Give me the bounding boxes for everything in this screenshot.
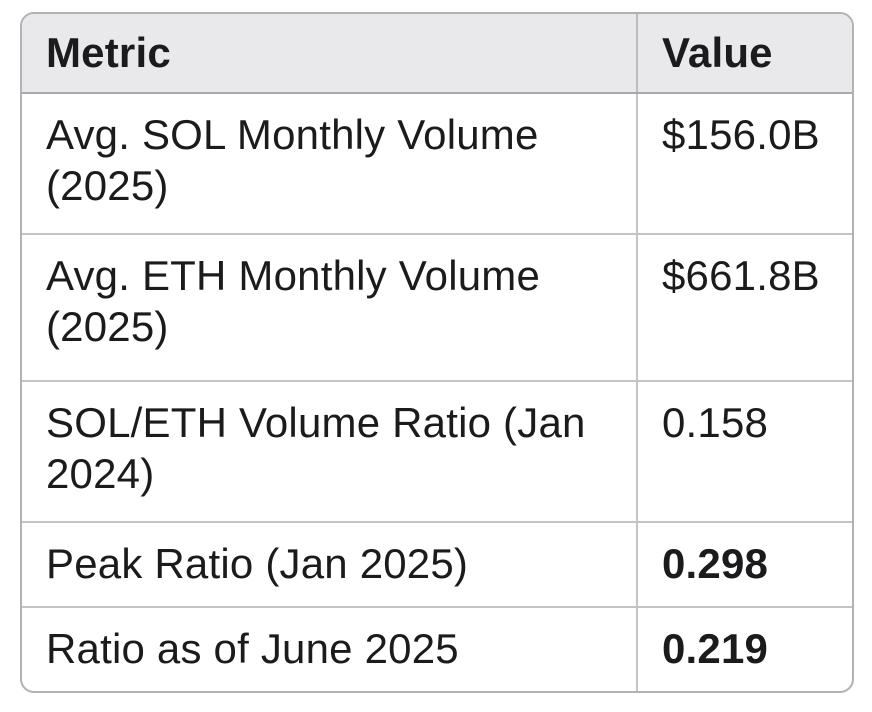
metric-cell: Peak Ratio (Jan 2025): [22, 522, 638, 608]
value-cell: 0.158: [637, 381, 852, 523]
metric-cell: SOL/ETH Volume Ratio (Jan 2024): [22, 381, 638, 523]
metric-cell: Avg. SOL Monthly Volume (2025): [22, 93, 638, 235]
value-column-header: Value: [637, 14, 852, 94]
table-row: Avg. ETH Monthly Volume (2025) $661.8B: [22, 234, 852, 382]
table-row: Ratio as of June 2025 0.219: [22, 607, 852, 691]
metrics-table-grid: Metric Value Avg. SOL Monthly Volume (20…: [22, 14, 852, 691]
value-cell: $156.0B: [637, 93, 852, 235]
value-cell: 0.219: [662, 625, 769, 672]
value-cell: 0.298: [637, 522, 852, 608]
value-cell: $661.8B: [637, 234, 852, 382]
metric-cell: Avg. ETH Monthly Volume (2025): [22, 234, 638, 382]
table-header-row: Metric Value: [22, 14, 852, 94]
table-row: Avg. SOL Monthly Volume (2025) $156.0B: [22, 93, 852, 235]
metric-cell: Ratio as of June 2025: [22, 607, 638, 691]
table-row: Peak Ratio (Jan 2025) 0.298: [22, 522, 852, 608]
table-row: SOL/ETH Volume Ratio (Jan 2024) 0.158: [22, 381, 852, 523]
metrics-table: Metric Value Avg. SOL Monthly Volume (20…: [20, 12, 854, 693]
metric-column-header: Metric: [22, 14, 638, 94]
